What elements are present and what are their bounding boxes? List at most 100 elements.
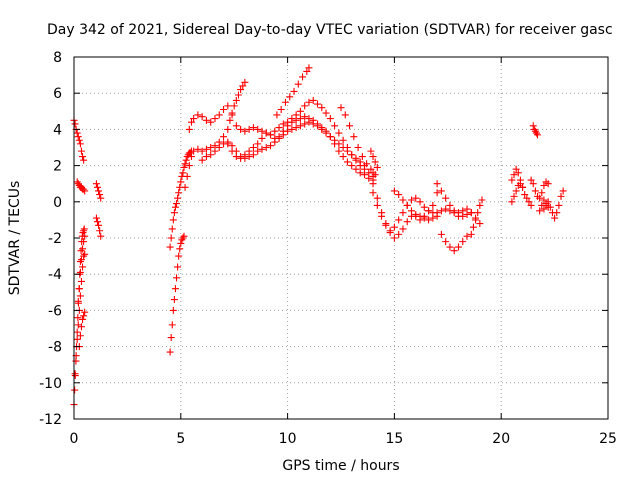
- data-point: [420, 212, 428, 220]
- data-point: [529, 180, 537, 188]
- data-point: [523, 194, 531, 202]
- series-s19: [369, 189, 441, 242]
- data-point: [97, 194, 105, 202]
- data-point: [508, 176, 516, 184]
- data-point: [224, 125, 232, 133]
- data-point: [267, 142, 275, 150]
- data-point: [305, 64, 313, 72]
- data-point: [79, 263, 87, 271]
- series-s13: [198, 118, 368, 170]
- y-tick-label: 8: [53, 50, 62, 66]
- data-point: [96, 227, 104, 235]
- data-point: [230, 102, 238, 110]
- axis-ticks: [73, 56, 609, 420]
- data-point: [211, 115, 219, 123]
- series-s7: [92, 180, 105, 202]
- data-point: [81, 250, 89, 258]
- data-point: [335, 140, 343, 148]
- data-point: [77, 323, 85, 331]
- data-point: [271, 138, 279, 146]
- data-point: [407, 207, 415, 215]
- data-point: [75, 136, 83, 144]
- data-point: [371, 171, 379, 179]
- data-point: [412, 212, 420, 220]
- data-point: [167, 234, 175, 242]
- data-point: [348, 162, 356, 170]
- data-point: [367, 147, 375, 155]
- data-point: [185, 125, 193, 133]
- data-point: [71, 370, 79, 378]
- x-tick-label: 5: [176, 431, 185, 447]
- data-point: [343, 158, 351, 166]
- data-point: [166, 348, 174, 356]
- data-point: [170, 296, 178, 304]
- series-s23: [467, 196, 486, 238]
- data-point: [555, 201, 563, 209]
- data-point: [180, 163, 188, 171]
- data-point: [81, 187, 89, 195]
- data-point: [339, 136, 347, 144]
- data-point: [180, 232, 188, 240]
- data-point: [527, 176, 535, 184]
- data-point: [226, 116, 234, 124]
- data-point: [71, 386, 79, 394]
- data-point: [175, 189, 183, 197]
- data-point: [314, 100, 322, 108]
- data-point: [224, 138, 232, 146]
- series-s14: [224, 78, 249, 133]
- data-point: [382, 221, 390, 229]
- y-tick-label: -4: [48, 267, 62, 283]
- data-point: [386, 229, 394, 237]
- data-point: [176, 245, 184, 253]
- data-point: [301, 113, 309, 121]
- data-point: [271, 127, 279, 135]
- data-point: [254, 125, 262, 133]
- data-point: [194, 111, 202, 119]
- data-point: [437, 187, 445, 195]
- data-point: [288, 125, 296, 133]
- data-point: [390, 187, 398, 195]
- data-point: [399, 196, 407, 204]
- data-point: [279, 120, 287, 128]
- data-point: [198, 156, 206, 164]
- data-point: [395, 216, 403, 224]
- data-point: [356, 158, 364, 166]
- data-point: [371, 158, 379, 166]
- data-point: [275, 124, 283, 132]
- data-point: [318, 125, 326, 133]
- data-point: [241, 78, 249, 86]
- data-point: [288, 115, 296, 123]
- data-point: [442, 205, 450, 213]
- data-point: [74, 297, 82, 305]
- data-point: [331, 136, 339, 144]
- data-point: [378, 212, 386, 220]
- data-point: [337, 104, 345, 112]
- x-tick-label: 20: [492, 431, 510, 447]
- data-point: [77, 256, 85, 264]
- data-point: [77, 147, 85, 155]
- data-point: [446, 243, 454, 251]
- series-s24: [508, 165, 535, 209]
- data-point: [292, 124, 300, 132]
- data-point: [95, 187, 103, 195]
- data-point: [352, 154, 360, 162]
- data-point: [169, 306, 177, 314]
- data-point: [373, 163, 381, 171]
- data-point: [369, 153, 377, 161]
- data-point: [335, 129, 343, 137]
- y-tick-label: -12: [39, 412, 62, 428]
- data-point: [399, 209, 407, 217]
- data-point: [171, 203, 179, 211]
- series-s2: [73, 178, 89, 195]
- data-point: [211, 147, 219, 155]
- data-point: [305, 98, 313, 106]
- data-point: [277, 105, 285, 113]
- data-point: [331, 122, 339, 130]
- series-s15: [273, 64, 313, 119]
- data-point: [433, 189, 441, 197]
- data-point: [395, 230, 403, 238]
- data-point: [194, 145, 202, 153]
- data-point: [322, 109, 330, 117]
